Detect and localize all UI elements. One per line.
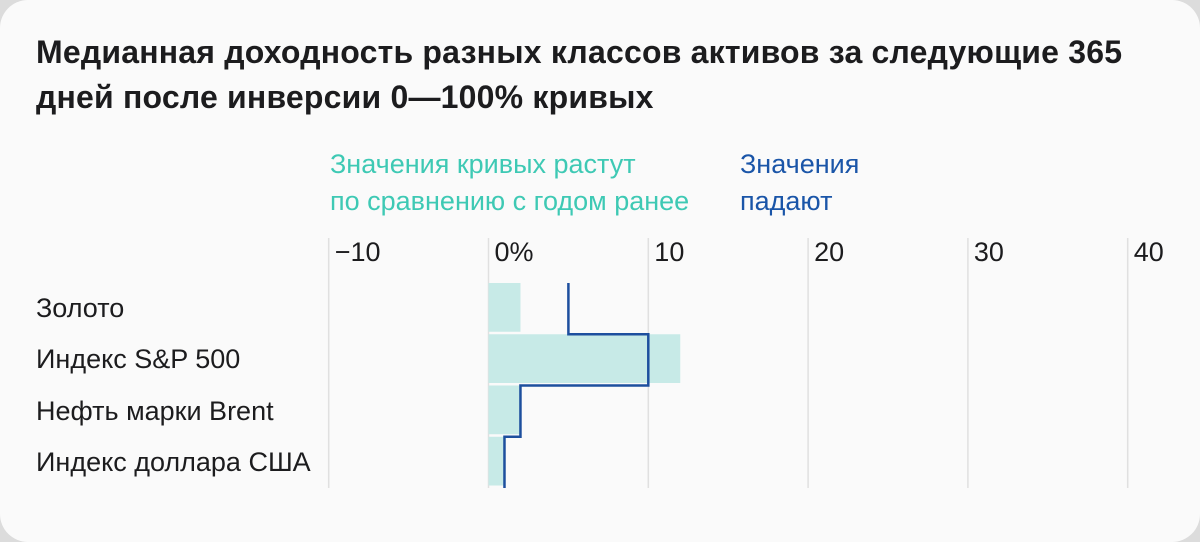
x-tick-label: −10 xyxy=(335,237,381,267)
bar-1 xyxy=(488,283,521,332)
step-line xyxy=(503,283,650,488)
category-label-1: Золото xyxy=(36,293,125,323)
bar-4 xyxy=(488,436,505,486)
legend-falling-line-2: падают xyxy=(740,186,833,216)
x-tick-label: 20 xyxy=(814,237,844,267)
bar-2 xyxy=(488,334,681,383)
legend-falling-label: Значения падают xyxy=(740,146,859,220)
legend-rising-line-1: Значения кривых растут xyxy=(330,149,636,179)
legend-rising-line-2: по сравнению с годом ранее xyxy=(330,186,690,216)
legend-falling-line-1: Значения xyxy=(740,149,860,179)
x-tick-label: 10 xyxy=(654,237,684,267)
category-label-3: Нефть марки Brent xyxy=(36,395,274,426)
bar-3 xyxy=(488,385,521,435)
chart-title: Медианная доходность разных классов акти… xyxy=(36,34,1123,115)
category-label-2: Индекс S&P 500 xyxy=(36,344,241,375)
legend-rising-label: Значения кривых растут по сравнению с го… xyxy=(330,146,689,220)
x-tick-label: 0% xyxy=(495,237,534,267)
x-tick-label: 40 xyxy=(1134,237,1164,267)
category-label-4: Индекс доллара США xyxy=(36,446,311,477)
x-tick-label: 30 xyxy=(974,237,1004,267)
